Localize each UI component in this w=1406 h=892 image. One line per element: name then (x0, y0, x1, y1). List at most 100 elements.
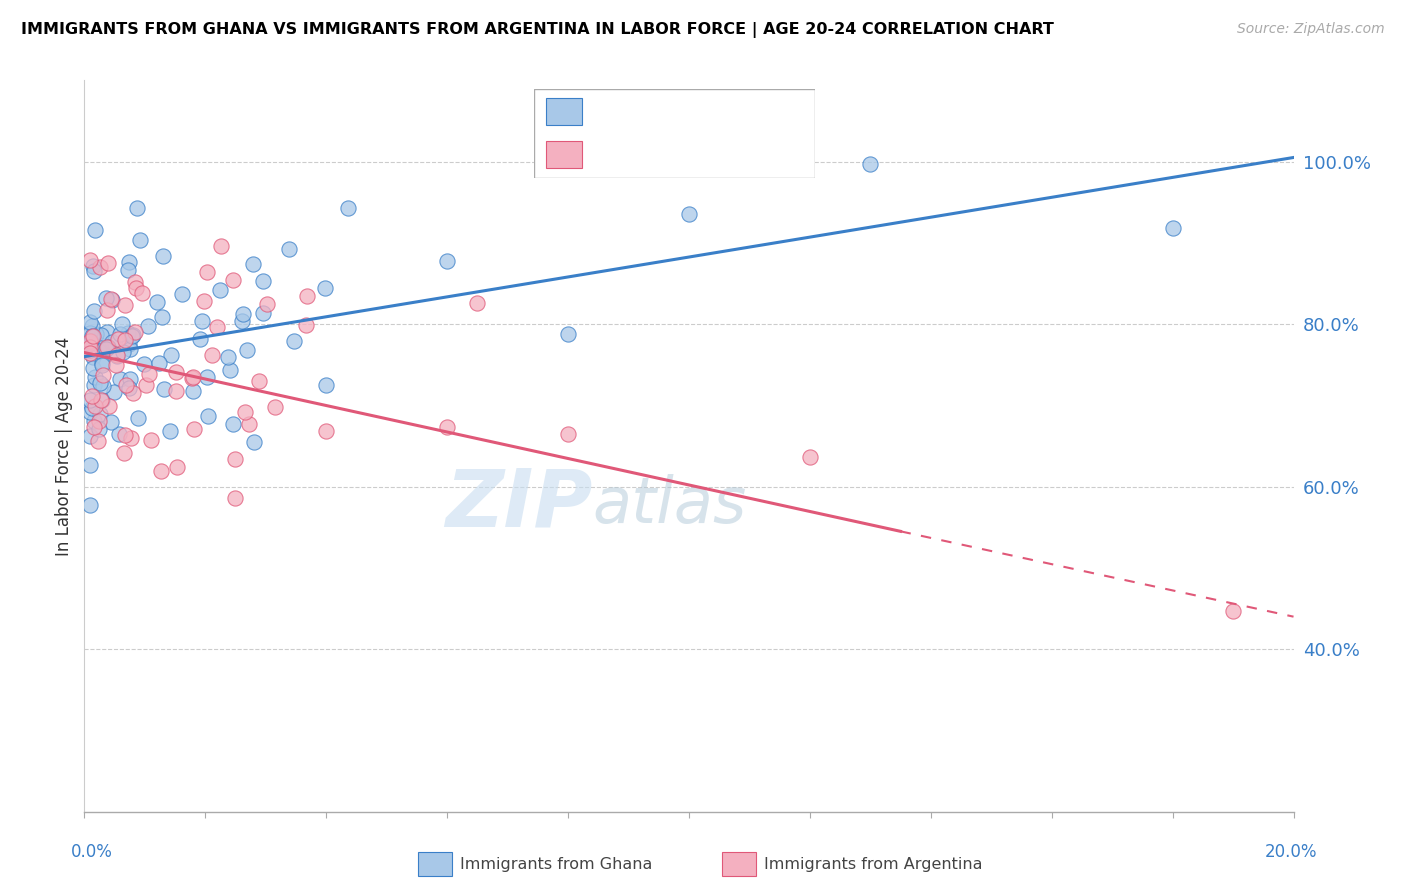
Point (224, 491, 246, 506)
Point (557, 326, 579, 341)
Point (79, 339, 101, 353)
Point (256, 297, 278, 311)
Point (283, 334, 305, 348)
Point (82, 328, 104, 343)
Point (170, 287, 193, 301)
Point (87, 434, 110, 448)
Point (1161, 220, 1184, 235)
Y-axis label: In Labor Force | Age 20-24: In Labor Force | Age 20-24 (55, 336, 73, 556)
Point (181, 370, 204, 384)
Point (82, 329, 104, 343)
Point (96, 303, 118, 318)
Point (859, 157, 882, 171)
Point (122, 327, 145, 342)
Point (79, 335, 101, 350)
Point (82, 361, 104, 376)
Point (112, 446, 135, 460)
Point (89, 408, 111, 422)
Point (100, 415, 122, 429)
Point (104, 359, 127, 373)
Point (87, 343, 110, 358)
Point (111, 345, 134, 359)
Point (83, 303, 105, 318)
Point (90, 342, 112, 356)
Point (181, 384, 204, 398)
Point (314, 281, 336, 295)
Point (79, 326, 101, 340)
Point (117, 326, 139, 340)
Text: IMMIGRANTS FROM GHANA VS IMMIGRANTS FROM ARGENTINA IN LABOR FORCE | AGE 20-24 CO: IMMIGRANTS FROM GHANA VS IMMIGRANTS FROM… (21, 22, 1054, 38)
Point (91, 368, 114, 382)
Point (108, 427, 131, 442)
Point (197, 409, 219, 424)
Point (105, 348, 128, 362)
Point (82, 351, 104, 365)
Bar (546, 141, 582, 168)
Text: 0.0%: 0.0% (70, 843, 112, 861)
Point (84, 327, 107, 342)
Point (222, 417, 245, 431)
Point (247, 374, 270, 388)
Point (101, 335, 124, 350)
Point (233, 405, 256, 419)
Point (1222, 604, 1244, 618)
Point (252, 275, 274, 289)
Point (96, 326, 118, 340)
Bar (546, 98, 582, 125)
Point (125, 281, 148, 295)
Point (231, 307, 253, 321)
Text: Immigrants from Ghana: Immigrants from Ghana (461, 857, 652, 871)
Point (557, 426, 579, 441)
Point (107, 349, 129, 363)
Point (90, 392, 112, 407)
Point (79, 315, 101, 329)
Point (90, 328, 112, 343)
Point (107, 333, 129, 347)
Point (224, 451, 246, 466)
Point (131, 285, 153, 300)
Point (97, 400, 120, 414)
Text: Source: ZipAtlas.com: Source: ZipAtlas.com (1237, 22, 1385, 37)
Point (678, 207, 700, 221)
Bar (419, 853, 453, 876)
Point (124, 275, 146, 289)
Point (139, 433, 162, 447)
Point (79, 429, 101, 443)
Point (89, 376, 111, 390)
Point (263, 400, 285, 414)
Point (231, 313, 253, 327)
Bar (721, 853, 755, 876)
Point (153, 382, 176, 396)
Point (79, 498, 101, 512)
Point (297, 288, 319, 302)
Text: atlas: atlas (592, 474, 747, 535)
Point (315, 424, 337, 438)
Point (193, 293, 215, 308)
Point (89, 422, 111, 436)
Point (97, 256, 120, 270)
Point (129, 233, 152, 247)
Point (79, 343, 101, 358)
Point (100, 292, 122, 306)
Point (467, 296, 489, 310)
Point (150, 310, 173, 325)
Text: R =  0.343   N = 96: R = 0.343 N = 96 (596, 104, 754, 119)
Point (181, 371, 204, 385)
FancyBboxPatch shape (534, 89, 815, 178)
Point (149, 464, 172, 478)
Point (207, 320, 229, 334)
Point (124, 325, 146, 339)
Point (201, 348, 224, 362)
Point (136, 318, 159, 333)
Point (83, 377, 105, 392)
Point (118, 381, 141, 395)
Point (96, 340, 118, 354)
Point (127, 411, 149, 425)
Point (79, 458, 101, 472)
Point (436, 253, 458, 268)
Point (79, 334, 101, 348)
Point (799, 450, 821, 464)
Point (80, 319, 103, 334)
Text: Immigrants from Argentina: Immigrants from Argentina (763, 857, 983, 871)
Point (121, 386, 143, 401)
